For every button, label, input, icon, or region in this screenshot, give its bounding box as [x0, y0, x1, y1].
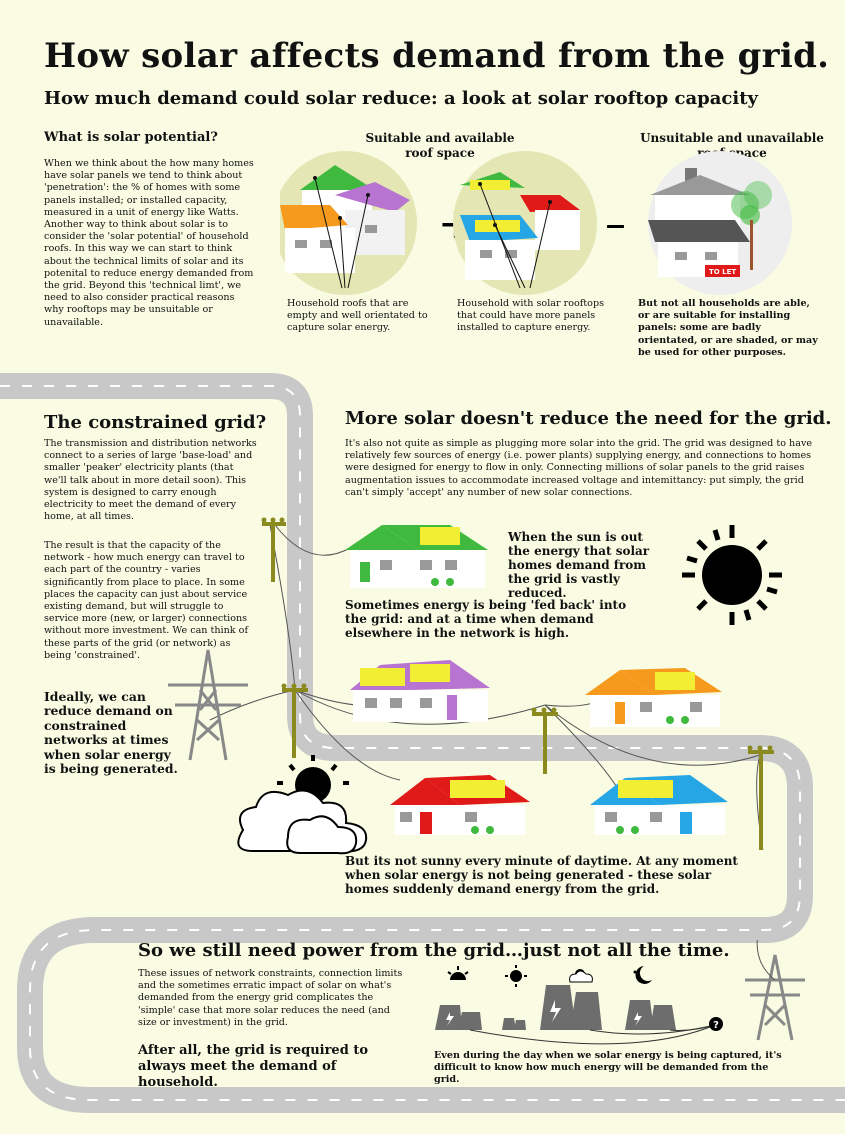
constrained-body-1: The transmission and distribution networ… — [44, 438, 257, 523]
utility-pole-icon — [531, 707, 558, 774]
minus-sign: – — [605, 199, 626, 248]
caption-unable: But not all households are able, or are … — [638, 298, 818, 358]
to-let-sign: TO LET — [709, 268, 737, 276]
roof-circles-illustration: + – — [280, 151, 792, 295]
house-icon — [590, 775, 728, 835]
utility-pole-icon — [281, 683, 308, 758]
house-icon — [350, 660, 490, 722]
constrained-body-2: The result is that the capacity of the n… — [44, 540, 248, 661]
sun-icon — [682, 525, 782, 625]
moon-icon — [633, 966, 652, 984]
suitable-heading: Suitable and available roof space — [365, 131, 515, 160]
utility-pole-icon — [261, 517, 286, 582]
constrained-heading: The constrained grid? — [44, 412, 267, 433]
empty-roofs-circle — [280, 151, 417, 295]
pylon-icon — [168, 649, 248, 761]
page-subtitle: How much demand could solar reduce: a lo… — [44, 88, 758, 109]
grid-houses-illustration — [168, 517, 782, 850]
fed-back-text: Sometimes energy is being 'fed back' int… — [345, 598, 627, 640]
potential-heading: What is solar potential? — [44, 130, 218, 145]
cloud-sun-icon — [569, 969, 593, 983]
sun-out-text: When the sun is out the energy that sola… — [508, 530, 650, 600]
unsuitable-roofs-circle — [648, 151, 792, 295]
house-icon — [585, 668, 722, 727]
pylon-icon — [745, 954, 805, 1041]
question-icon — [709, 1017, 723, 1031]
cloud-sun-icon — [237, 755, 368, 855]
question-mark: ? — [713, 1020, 719, 1031]
partial-panels-circle — [453, 151, 597, 295]
power-plant-icon — [435, 985, 676, 1030]
even-during-text: Even during the day when we solar energy… — [434, 1050, 782, 1086]
still-need-body: These issues of network constraints, con… — [138, 968, 403, 1028]
caption-more-panels: Household with solar rooftops that could… — [457, 298, 605, 334]
house-icon — [345, 525, 488, 588]
sun-icon — [447, 966, 469, 980]
house-icon — [390, 775, 530, 835]
utility-pole-icon — [747, 745, 774, 850]
more-solar-body: It's also not quite as simple as pluggin… — [345, 438, 813, 498]
ideally-text: Ideally, we can reduce demand on constra… — [44, 689, 178, 777]
potential-body: When we think about the how many homes h… — [44, 158, 254, 328]
more-solar-heading: More solar doesn't reduce the need for t… — [345, 408, 832, 429]
after-all-text: After all, the grid is required to alway… — [138, 1043, 368, 1090]
not-sunny-text: But its not sunny every minute of daytim… — [345, 854, 738, 896]
power-plants-illustration: ? — [435, 940, 805, 1045]
caption-empty-roofs: Household roofs that are empty and well … — [287, 298, 428, 334]
sun-icon — [505, 965, 527, 987]
still-need-heading: So we still need power from the grid…jus… — [138, 940, 730, 961]
page-title: How solar affects demand from the grid. — [44, 36, 830, 76]
